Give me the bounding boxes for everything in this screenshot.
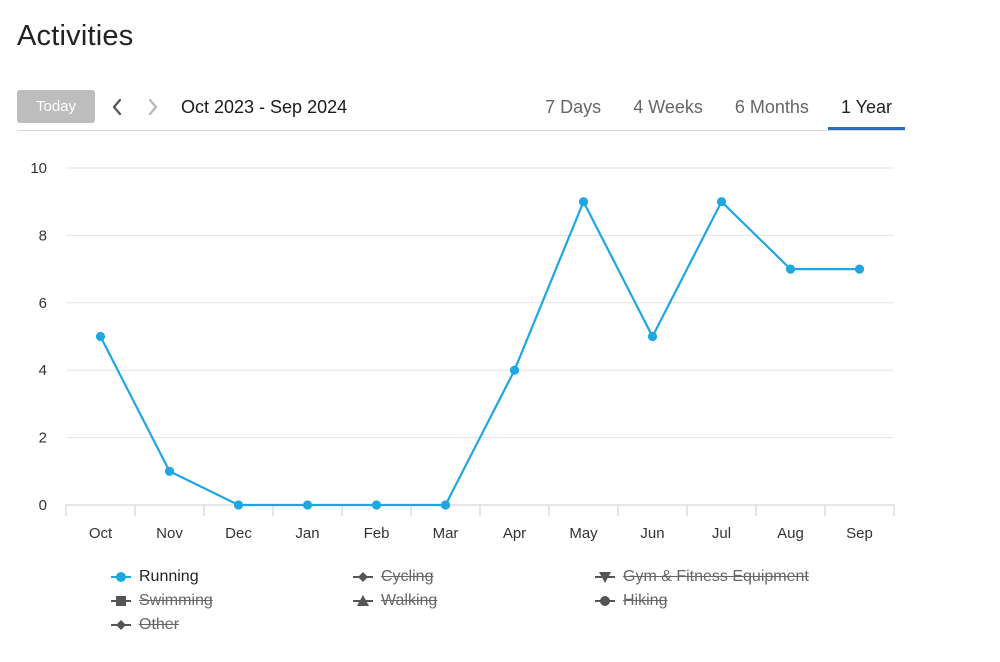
data-point[interactable] <box>647 331 658 342</box>
y-tick-label: 6 <box>39 295 47 312</box>
data-point[interactable] <box>371 500 382 510</box>
x-tick-label: Nov <box>156 525 183 542</box>
chart-grid <box>66 167 894 439</box>
tab-4-weeks[interactable]: 4 Weeks <box>633 97 703 117</box>
y-tick-label: 10 <box>30 160 47 177</box>
chevron-left-icon <box>112 99 122 115</box>
x-tick-label: Jan <box>295 525 319 542</box>
data-point[interactable] <box>785 264 796 274</box>
range-tabs: 7 Days 4 Weeks 6 Months 1 Year <box>532 90 905 130</box>
today-button[interactable]: Today <box>17 90 95 123</box>
legend-label: Running <box>139 568 199 585</box>
data-point[interactable] <box>716 197 727 207</box>
date-toolbar: Today Oct 2023 - Sep 2024 7 Days 4 Weeks… <box>17 90 905 131</box>
tab-7-days[interactable]: 7 Days <box>545 97 602 117</box>
y-tick-label: 0 <box>39 497 47 514</box>
x-tick-label: Dec <box>225 525 252 542</box>
y-tick-label: 4 <box>39 362 47 379</box>
chart-series <box>95 197 865 510</box>
legend-label: Walking <box>381 592 438 609</box>
y-tick-label: 2 <box>39 430 47 447</box>
tab-1-year[interactable]: 1 Year <box>827 90 905 130</box>
series-line-running <box>99 200 860 507</box>
chart-legend: Running Cycling Gym & Fitness Equipment Swi… <box>110 566 910 646</box>
x-tick-label: May <box>569 525 598 542</box>
x-tick-label: Feb <box>364 525 390 542</box>
page-title: Activities <box>17 20 134 52</box>
legend-label: Hiking <box>623 592 668 609</box>
x-tick-label: Jul <box>712 525 731 542</box>
circle-marker-icon <box>111 572 131 582</box>
data-point[interactable] <box>578 197 589 207</box>
x-tick-label: Apr <box>503 525 526 542</box>
triangle-up-marker-icon <box>353 595 373 606</box>
data-point[interactable] <box>854 264 865 274</box>
chart-x-axis <box>65 504 895 516</box>
x-tick-label: Oct <box>89 525 113 542</box>
triangle-down-marker-icon <box>595 572 615 583</box>
previous-period-button[interactable] <box>107 94 127 120</box>
legend-label: Swimming <box>139 592 213 609</box>
data-point[interactable] <box>440 500 451 510</box>
y-tick-label: 8 <box>39 227 47 244</box>
legend-label: Other <box>139 616 180 633</box>
date-range-label: Oct 2023 - Sep 2024 <box>181 97 348 117</box>
chart-x-tick-labels: Oct Nov Dec Jan Feb Mar Apr May Jun Jul Aug Sep <box>89 525 873 542</box>
tab-6-months[interactable]: 6 Months <box>734 97 809 117</box>
activities-line-chart: 0 2 4 6 8 10 Oct Nov Dec Jan Feb Mar Apr May Jun Jul Au… <box>30 160 895 542</box>
diamond-marker-icon <box>353 572 373 582</box>
data-point[interactable] <box>233 500 244 510</box>
x-tick-label: Mar <box>433 525 459 542</box>
data-point[interactable] <box>302 500 313 510</box>
x-tick-label: Jun <box>640 525 664 542</box>
data-point[interactable] <box>509 365 520 375</box>
x-tick-label: Aug <box>777 525 804 542</box>
legend-label: Cycling <box>381 568 434 585</box>
data-point[interactable] <box>164 466 175 476</box>
chevron-right-icon <box>148 99 158 115</box>
data-point[interactable] <box>95 331 106 342</box>
legend-label: Gym & Fitness Equipment <box>623 568 809 585</box>
square-marker-icon <box>111 596 131 606</box>
x-tick-label: Sep <box>846 525 873 542</box>
next-period-button[interactable] <box>143 94 163 120</box>
diamond-marker-icon <box>111 620 131 630</box>
circle-marker-icon <box>595 596 615 606</box>
chart-y-axis: 0 2 4 6 8 10 <box>30 160 47 514</box>
